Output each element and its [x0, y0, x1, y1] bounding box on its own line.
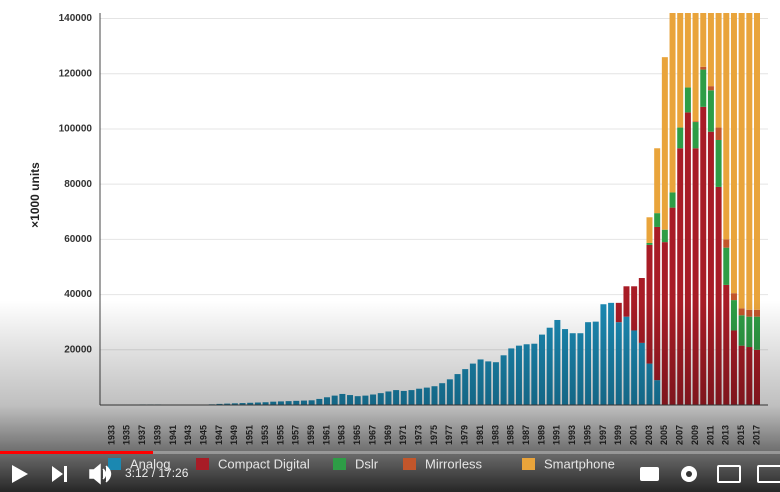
bar-segment [669, 192, 676, 208]
progress-played [0, 451, 153, 454]
legend-label: Dslr [355, 456, 379, 471]
bar-segment [746, 13, 753, 310]
y-tick-label: 80000 [64, 179, 92, 190]
y-tick-label: 100000 [59, 124, 93, 135]
bar-segment [715, 127, 722, 140]
bar-segment [646, 242, 653, 245]
bar-segment [692, 148, 699, 405]
bar-segment [723, 239, 730, 248]
bar-segment [692, 121, 699, 123]
bar-segment [715, 139, 722, 187]
bar-segment [707, 86, 714, 91]
y-axis-label: ×1000 units [28, 162, 42, 228]
bar-segment [707, 13, 714, 87]
legend-swatch [522, 458, 535, 470]
bar-segment [692, 13, 699, 122]
y-tick-label: 40000 [64, 289, 92, 300]
bar-segment [707, 90, 714, 132]
bar-segment [723, 13, 730, 240]
miniplayer-button[interactable] [717, 465, 741, 483]
bar-segment [700, 13, 707, 67]
bar-segment [677, 13, 684, 128]
time-display: 3:12 / 17:26 [125, 466, 189, 480]
settings-icon [686, 471, 692, 477]
legend-swatch [403, 458, 416, 470]
bar-segment [654, 148, 661, 214]
controls-shade [0, 300, 780, 492]
bar-segment [684, 87, 691, 113]
legend-label: Compact Digital [218, 456, 310, 471]
y-tick-label: 140000 [59, 13, 93, 24]
y-tick-label: 60000 [64, 234, 92, 245]
bar-segment [707, 131, 714, 405]
theater-button[interactable] [757, 465, 780, 483]
bar-segment [677, 148, 684, 405]
legend-swatch [333, 458, 346, 470]
bar-segment [677, 127, 684, 149]
bar-segment [654, 213, 661, 227]
bar-segment [684, 13, 691, 88]
progress-track[interactable] [0, 451, 780, 454]
bar-segment [646, 217, 653, 243]
legend-label: Smartphone [544, 456, 615, 471]
bar-segment [700, 106, 707, 405]
bar-segment [715, 13, 722, 128]
bar-segment [754, 13, 760, 310]
bar-segment [730, 293, 737, 301]
bar-segment [669, 13, 676, 193]
bar-segment [692, 122, 699, 149]
legend-swatch [196, 458, 209, 470]
legend-label: Analog [130, 456, 170, 471]
legend-label: Mirrorless [425, 456, 483, 471]
bar-segment [715, 186, 722, 405]
bar-segment [700, 66, 707, 70]
play-button[interactable] [12, 465, 28, 483]
bar-segment [723, 247, 730, 285]
y-tick-label: 120000 [59, 68, 93, 79]
bar-segment [700, 69, 707, 107]
legend-swatch [108, 458, 121, 470]
bar-segment [661, 57, 668, 230]
bar-segment [684, 112, 691, 405]
bar-segment [661, 229, 668, 243]
bar-segment [738, 13, 745, 309]
bar-segment [730, 13, 737, 294]
volume-button[interactable] [89, 463, 112, 485]
next-button[interactable] [52, 466, 67, 482]
subtitles-button[interactable] [640, 467, 659, 481]
